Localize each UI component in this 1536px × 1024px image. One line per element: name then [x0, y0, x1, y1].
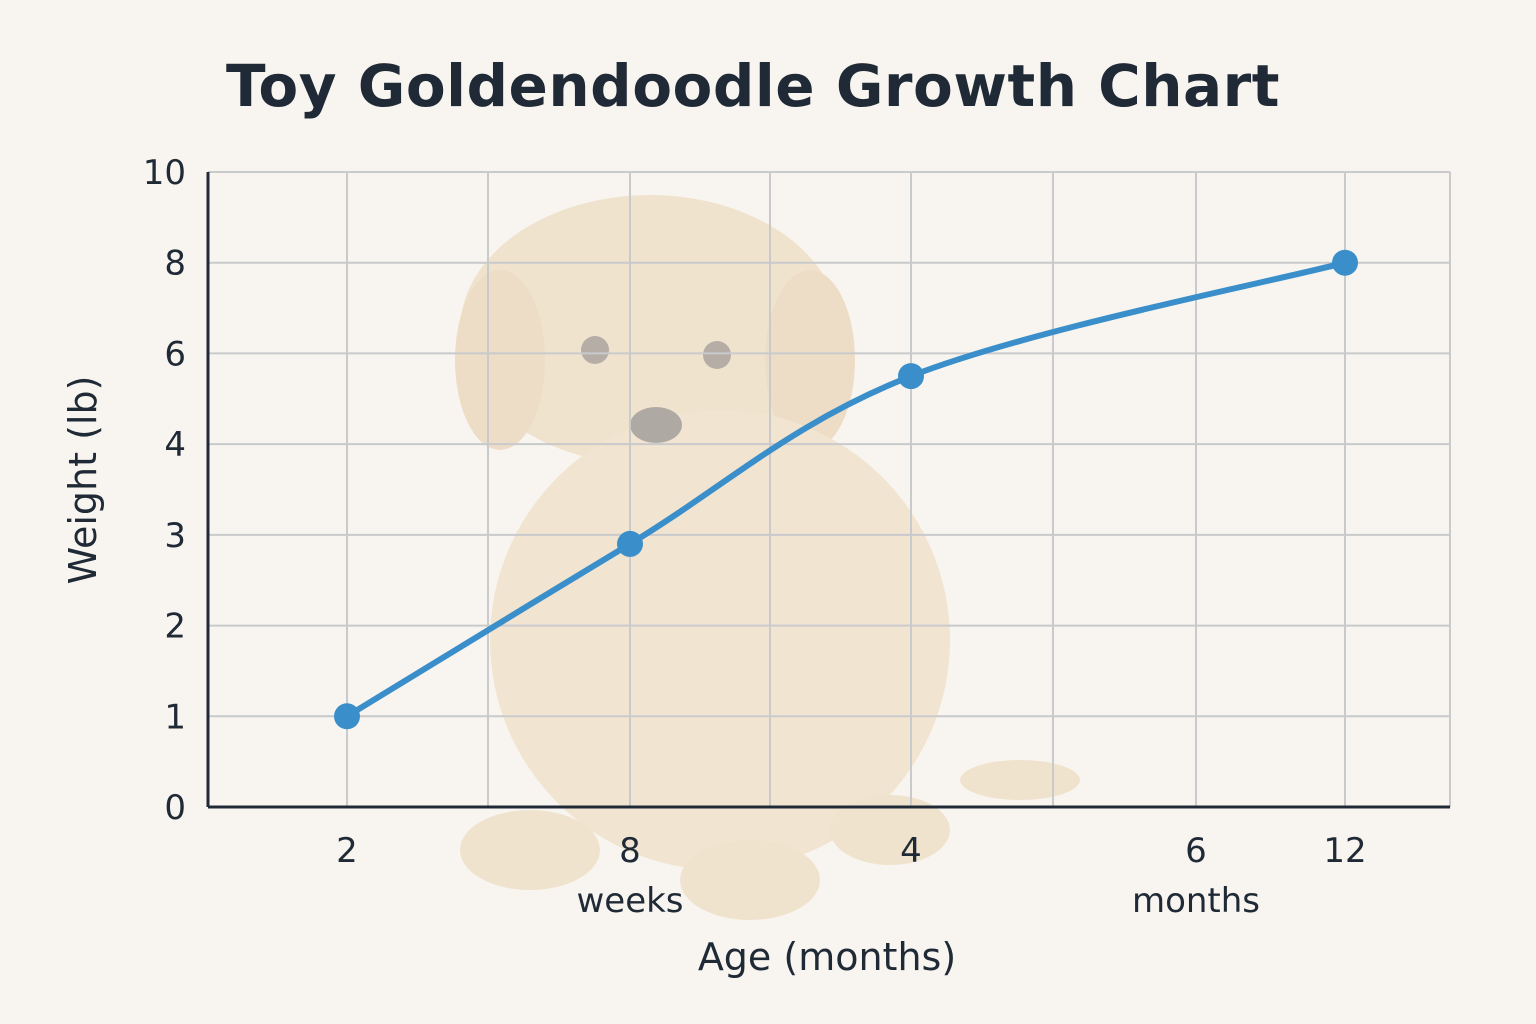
y-tick-label: 1: [164, 697, 186, 737]
y-tick-label: 0: [164, 788, 186, 828]
x-tick-labels: 2 8 4 6 12 weeks months: [336, 831, 1366, 921]
x-tick-label: 2: [336, 831, 358, 871]
x-tick-label: 4: [900, 831, 922, 871]
y-tick-label: 2: [164, 607, 186, 647]
x-tick-label: 6: [1185, 831, 1207, 871]
x-sub-label: months: [1132, 881, 1260, 921]
data-point: [617, 530, 643, 557]
series: [334, 249, 1358, 730]
data-point: [334, 703, 360, 730]
grid: [208, 171, 1451, 807]
axes: [206, 172, 1450, 809]
y-tick-label: 3: [164, 516, 186, 556]
y-tick-label: 8: [164, 244, 186, 284]
x-axis-label: Age (months): [698, 935, 956, 979]
y-axis-label: Weight (lb): [61, 376, 105, 585]
data-point: [1332, 249, 1358, 276]
x-tick-label: 12: [1323, 831, 1366, 871]
x-tick-label: 8: [619, 831, 641, 871]
y-tick-label: 10: [143, 153, 186, 193]
chart-title: Toy Goldendoodle Growth Chart: [226, 52, 1280, 120]
y-tick-label: 4: [164, 425, 186, 465]
puppy-background-image: [455, 195, 1080, 920]
y-tick-labels: 0 1 2 3 4 6 8 10: [143, 153, 186, 828]
series-line: [344, 259, 1348, 720]
y-tick-label: 6: [164, 334, 186, 374]
x-sub-label: weeks: [576, 881, 683, 921]
data-point: [898, 363, 924, 390]
